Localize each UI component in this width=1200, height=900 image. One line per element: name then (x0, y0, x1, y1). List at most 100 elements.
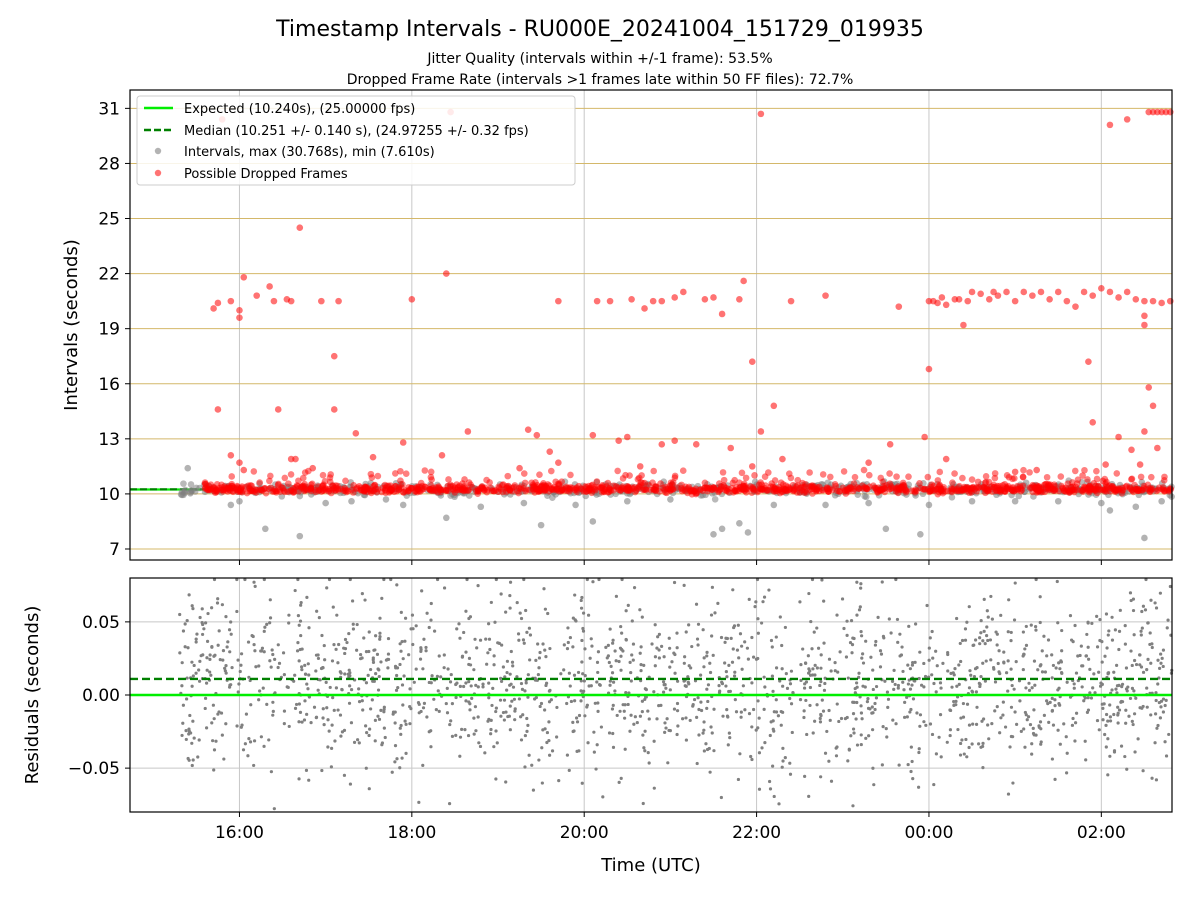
residual-point (668, 646, 672, 650)
residual-point (581, 611, 586, 615)
dropped-frame-point (1106, 121, 1114, 129)
dropped-frame-point (751, 472, 758, 479)
dropped-frame-point (905, 473, 912, 480)
residual-point (1093, 691, 1097, 695)
residual-point (446, 667, 450, 671)
residual-point (1132, 689, 1136, 693)
residual-point (1068, 614, 1073, 618)
residual-point (1153, 712, 1158, 716)
residual-point (334, 686, 339, 690)
residual-point (1009, 639, 1013, 643)
residual-point (476, 715, 480, 719)
residual-point (419, 649, 423, 653)
residual-point (517, 638, 521, 642)
residual-point (878, 649, 883, 653)
residual-point (450, 702, 455, 706)
dropped-frame-point (402, 470, 410, 478)
residual-point (594, 767, 598, 771)
dropped-frame-point (938, 294, 946, 301)
dropped-frame-point (1001, 488, 1009, 496)
residual-point (526, 695, 530, 699)
residual-point (370, 698, 374, 702)
residual-point (513, 718, 517, 722)
residual-point (1076, 654, 1080, 658)
dropped-frame-point (955, 295, 963, 303)
dropped-frame-point (968, 476, 976, 483)
residual-point (205, 668, 209, 672)
residual-point (961, 715, 966, 719)
residual-point (297, 720, 301, 724)
residual-point (624, 691, 628, 695)
residual-point (881, 725, 885, 729)
dropped-frame-point (851, 473, 859, 481)
residual-point (178, 651, 182, 655)
residual-point (442, 653, 446, 657)
residual-point (695, 715, 699, 719)
residual-point (474, 683, 478, 687)
interval-point (1132, 503, 1140, 511)
residual-point (1046, 702, 1050, 706)
residual-point (1141, 704, 1145, 709)
interval-point (322, 499, 329, 507)
residual-point (1009, 705, 1014, 709)
interval-point (736, 519, 743, 527)
residual-point (617, 780, 621, 784)
dropped-frame-point (994, 292, 1002, 299)
dropped-frame-point (391, 470, 399, 477)
residual-point (1034, 733, 1038, 737)
residual-point (364, 766, 368, 770)
dropped-frame-point (1055, 487, 1063, 495)
dropped-frame-point (1085, 358, 1092, 366)
residual-point (985, 609, 989, 613)
residual-point (1156, 682, 1160, 686)
residual-point (252, 763, 256, 768)
dropped-frame-point (895, 303, 903, 310)
residual-point (727, 663, 731, 668)
residual-point (642, 663, 646, 667)
residual-point (788, 696, 792, 701)
dropped-frame-point (427, 473, 435, 481)
dropped-frame-point (1098, 284, 1105, 292)
residual-point (337, 642, 341, 647)
residual-point (740, 644, 744, 648)
residual-point (348, 782, 353, 786)
dropped-frame-point (758, 486, 765, 493)
residual-point (475, 646, 479, 650)
residual-point (258, 689, 262, 693)
dropped-frame-point (806, 469, 813, 476)
residual-point (778, 615, 782, 619)
residual-point (208, 670, 212, 674)
residual-point (974, 690, 978, 694)
dropped-frame-point (415, 487, 423, 495)
residual-point (896, 640, 900, 644)
dropped-frame-point (951, 470, 958, 477)
residual-point (930, 629, 934, 634)
residual-point (1104, 723, 1108, 728)
dropped-frame-point (1109, 485, 1117, 493)
residual-point (208, 653, 212, 657)
x-tick-label-4: 00:00 (904, 823, 953, 843)
dropped-frame-point (740, 277, 747, 285)
residual-point (725, 707, 729, 712)
bottom-y-axis-label: Residuals (seconds) (22, 606, 43, 785)
residual-point (1012, 618, 1017, 622)
residual-point (859, 582, 863, 586)
residual-point (596, 701, 600, 705)
residual-point (702, 665, 706, 669)
residual-point (1024, 713, 1028, 717)
dropped-frame-point (395, 486, 402, 494)
residual-point (628, 729, 632, 733)
residual-point (606, 643, 610, 648)
dropped-frame-point (840, 468, 848, 475)
dropped-frame-point (474, 490, 482, 497)
residual-point (910, 759, 914, 764)
residual-point (860, 717, 864, 721)
residual-point (858, 605, 862, 609)
residual-point (946, 669, 950, 673)
residual-point (1039, 663, 1043, 667)
residual-point (455, 681, 459, 685)
residual-point (829, 779, 834, 783)
dropped-frame-point (239, 488, 246, 496)
residual-point (343, 651, 347, 656)
